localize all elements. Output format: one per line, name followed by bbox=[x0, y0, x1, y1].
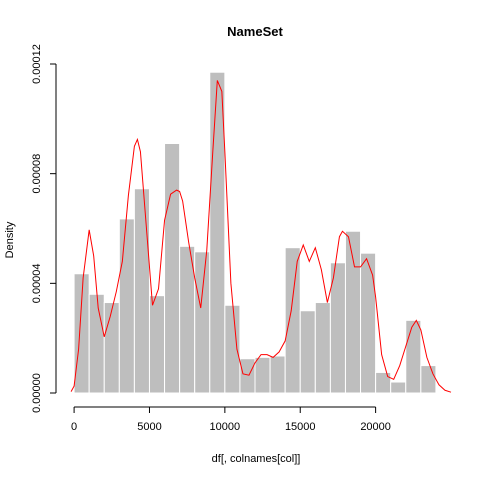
x-tick-label: 5000 bbox=[137, 421, 161, 433]
histogram-bar bbox=[314, 302, 331, 394]
histogram-bar bbox=[73, 273, 90, 394]
histogram-bar bbox=[224, 304, 241, 394]
histogram-bar bbox=[405, 319, 422, 394]
histogram-bar bbox=[194, 251, 211, 394]
histogram-bar bbox=[148, 295, 166, 394]
x-axis-label: df[, colnames[col]] bbox=[212, 453, 301, 465]
histogram-bar bbox=[375, 371, 392, 394]
histogram-bar bbox=[239, 358, 256, 394]
histogram-bar bbox=[133, 188, 150, 394]
x-axis: 0 5000 10000 15000 20000 bbox=[71, 406, 391, 433]
y-axis-label: Density bbox=[4, 221, 16, 258]
y-tick-label: 0.00008 bbox=[31, 154, 43, 194]
histogram-bar bbox=[88, 293, 105, 394]
histogram-bar bbox=[179, 245, 196, 394]
x-tick-label: 15000 bbox=[285, 421, 316, 433]
histogram-bar bbox=[344, 230, 362, 394]
histogram-bar bbox=[299, 310, 316, 394]
histogram-bar bbox=[103, 302, 120, 394]
y-tick-label: 0.00000 bbox=[31, 373, 43, 413]
y-tick-label: 0.00012 bbox=[31, 44, 43, 84]
histogram-bar bbox=[390, 381, 407, 394]
x-tick-label: 0 bbox=[71, 421, 77, 433]
x-tick-label: 20000 bbox=[360, 421, 391, 433]
x-tick-label: 10000 bbox=[210, 421, 241, 433]
y-tick-label: 0.00004 bbox=[31, 263, 43, 303]
histogram-bar bbox=[420, 365, 437, 394]
histogram-bar bbox=[118, 218, 135, 394]
chart-title: NameSet bbox=[227, 24, 283, 39]
density-curve bbox=[70, 80, 452, 393]
histogram-bar bbox=[254, 356, 271, 394]
histogram-bar bbox=[209, 71, 226, 394]
y-axis: 0.00000 0.00004 0.00008 0.00012 bbox=[31, 44, 57, 413]
histogram-bar bbox=[269, 355, 286, 394]
histogram-bars bbox=[73, 71, 437, 394]
histogram-bar bbox=[164, 143, 181, 394]
histogram-bar bbox=[284, 247, 301, 394]
histogram-bar bbox=[360, 252, 377, 394]
